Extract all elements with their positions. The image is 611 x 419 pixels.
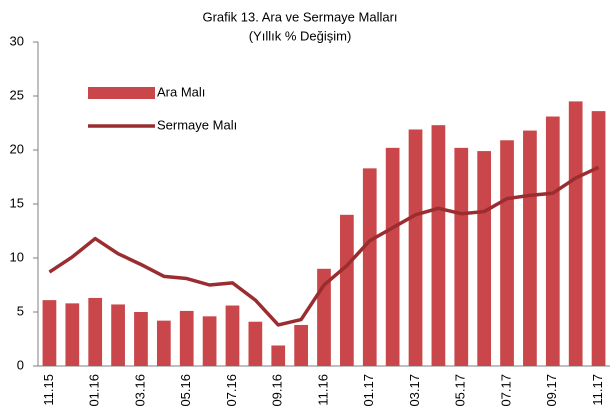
bar	[408, 129, 423, 366]
bar	[545, 116, 560, 367]
legend-swatch	[88, 87, 155, 99]
x-tick-label: 01.16	[87, 374, 102, 407]
x-tick-label: 11.15	[41, 374, 56, 406]
x-tick-label: 03.16	[132, 374, 147, 407]
chart-title: Grafik 13. Ara ve Sermaye Malları	[202, 9, 397, 24]
x-tick-label: 01.17	[361, 374, 376, 407]
bar	[568, 101, 583, 367]
y-tick-label: 20	[10, 141, 24, 156]
x-tick-label: 11.16	[315, 374, 330, 406]
bar	[156, 320, 171, 366]
y-tick-label: 0	[17, 357, 24, 372]
y-tick-label: 25	[10, 87, 24, 102]
bar	[111, 304, 125, 366]
bar	[42, 300, 57, 366]
bar	[431, 125, 446, 366]
y-tick-label: 10	[10, 249, 24, 264]
bar	[477, 151, 492, 366]
bar	[294, 324, 308, 366]
bar	[65, 303, 80, 366]
bar	[134, 312, 148, 366]
x-tick-label: 11.17	[590, 374, 605, 406]
chart-subtitle: (Yıllık % Değişim)	[249, 28, 352, 43]
bar	[179, 310, 194, 366]
legend-label: Sermaye Malı	[157, 117, 237, 132]
line	[48, 165, 600, 327]
bar	[202, 316, 217, 366]
x-tick-label: 09.17	[544, 374, 559, 407]
x-tick-label: 05.16	[178, 374, 193, 407]
bar	[385, 147, 400, 366]
x-tick-label: 03.17	[407, 374, 422, 407]
bar	[523, 130, 537, 366]
y-tick-label: 15	[10, 195, 24, 210]
legend-label: Ara Malı	[157, 84, 205, 99]
bar	[500, 140, 514, 366]
x-tick-label: 07.17	[498, 374, 513, 407]
x-tick-label: 07.16	[224, 374, 239, 407]
y-tick-label: 30	[10, 33, 24, 48]
bar	[225, 305, 240, 366]
bar	[362, 168, 377, 366]
bar	[454, 147, 469, 366]
bar	[271, 345, 286, 366]
bar	[88, 297, 103, 366]
x-tick-label: 05.17	[453, 374, 468, 407]
bar	[340, 214, 354, 366]
y-tick-label: 5	[17, 303, 24, 318]
bar	[248, 321, 263, 366]
x-tick-label: 09.16	[270, 374, 285, 407]
bar	[591, 111, 606, 367]
